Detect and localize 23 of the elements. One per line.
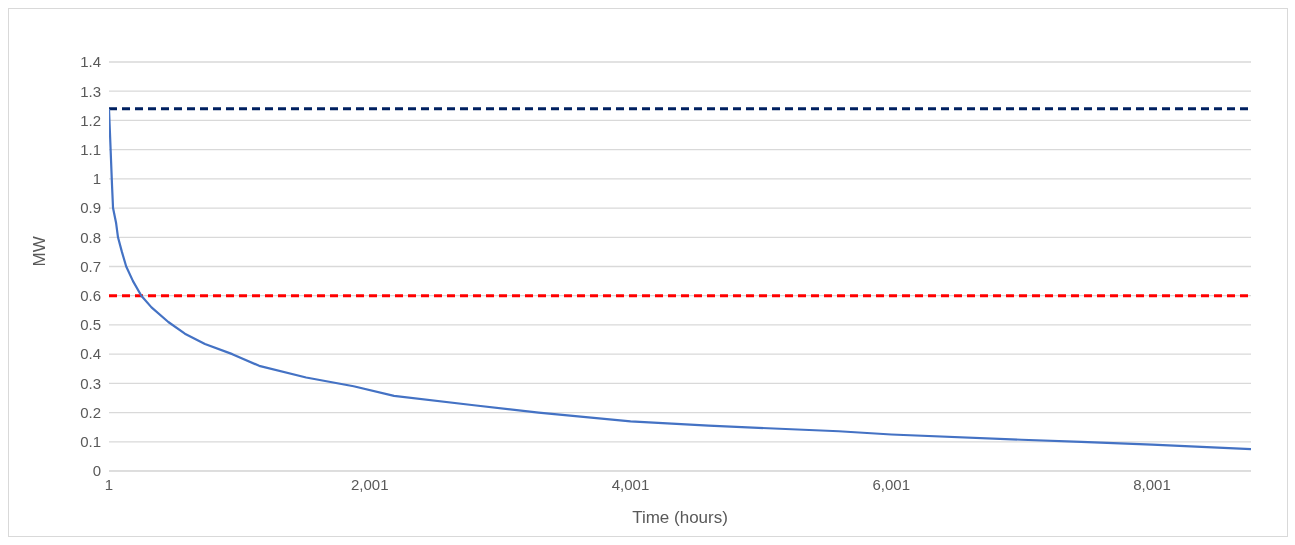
y-tick-label: 0.2 bbox=[80, 403, 101, 421]
x-tick-label: 6,001 bbox=[872, 475, 911, 493]
y-tick-label: 0.6 bbox=[80, 287, 101, 305]
x-tick-label: 2,001 bbox=[350, 475, 389, 493]
x-tick-label: 1 bbox=[104, 475, 114, 493]
line-series bbox=[109, 107, 1251, 451]
y-tick-label: 0.3 bbox=[80, 374, 101, 392]
y-tick-label: 1.3 bbox=[80, 82, 101, 100]
y-tick-label: 1 bbox=[92, 170, 101, 188]
y-tick-label: 0.8 bbox=[80, 228, 101, 246]
x-tick-label: 4,001 bbox=[611, 475, 650, 493]
y-tick-label: 1.4 bbox=[80, 53, 101, 71]
x-tick-label: 8,001 bbox=[1133, 475, 1171, 493]
y-tick-label: 0 bbox=[92, 462, 101, 480]
y-axis-title: MW bbox=[30, 236, 50, 267]
y-tick-label: 0.9 bbox=[80, 199, 101, 217]
x-axis-title: Time (hours) bbox=[632, 508, 728, 527]
y-tick-label: 0.5 bbox=[80, 316, 101, 334]
y-tick-label: 1.1 bbox=[80, 140, 101, 158]
y-tick-label: 0.7 bbox=[80, 257, 101, 275]
y-tick-label: 0.1 bbox=[80, 433, 101, 451]
y-tick-label: 0.4 bbox=[80, 345, 101, 363]
y-tick-label: 1.2 bbox=[80, 111, 101, 129]
